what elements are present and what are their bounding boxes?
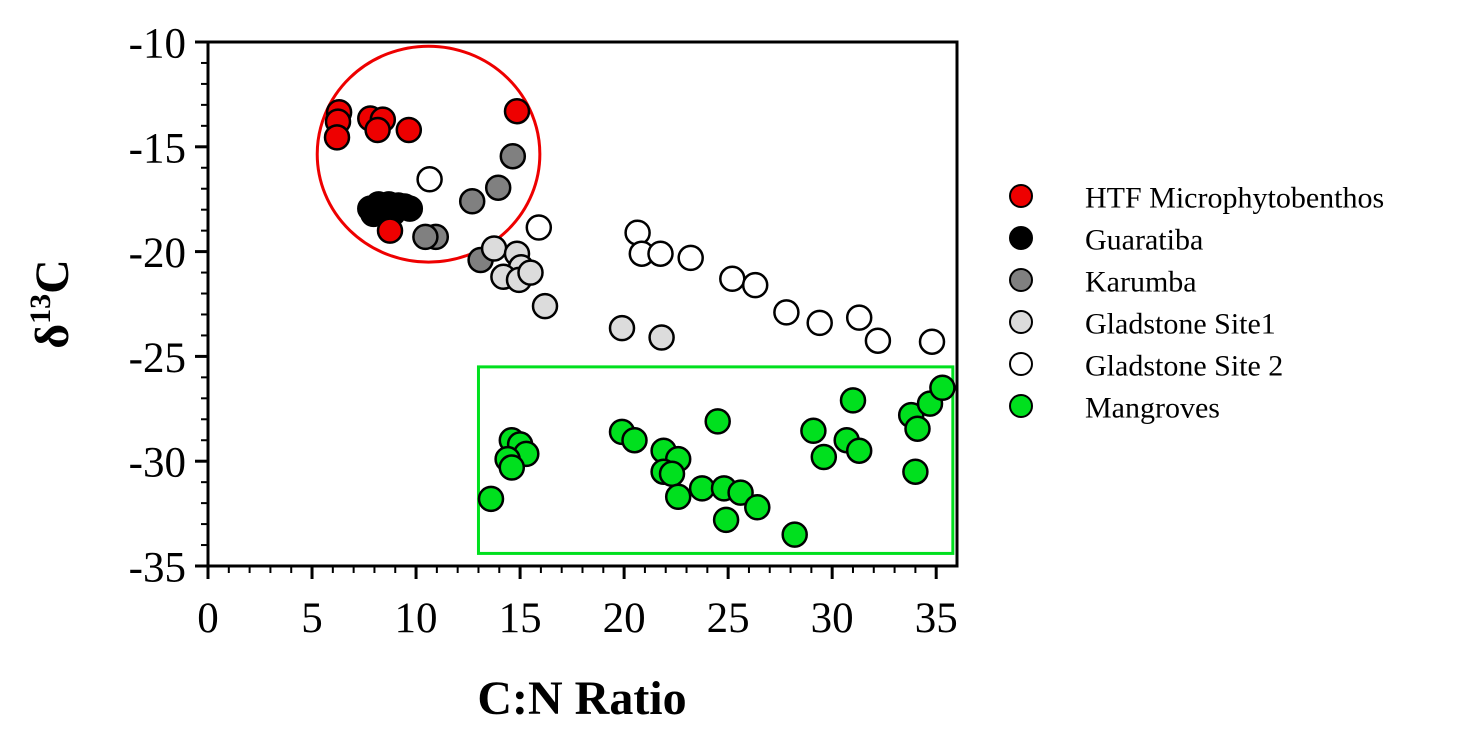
data-point-mangroves: [744, 494, 771, 521]
data-point-gladstone-site-2: [918, 328, 946, 355]
data-point-htf-microphytobenthos: [503, 97, 531, 125]
data-point-gladstone-site1: [531, 292, 559, 320]
x-axis-tick-label: 35: [915, 595, 958, 642]
legend-swatch-gladstone-site1: [1009, 310, 1033, 334]
data-point-karumba: [412, 223, 439, 251]
y-axis-tick-label: -30: [129, 440, 186, 487]
legend-item-htf-microphytobenthos: HTF Microphytobenthos: [1009, 182, 1384, 215]
data-point-karumba: [499, 142, 527, 170]
data-point-mangroves: [712, 506, 740, 534]
data-point-gladstone-site-2: [845, 304, 873, 331]
data-point-karumba: [484, 174, 512, 201]
legend-label-htf-microphytobenthos: HTF Microphytobenthos: [1085, 182, 1384, 215]
data-point-htf-microphytobenthos: [364, 116, 391, 144]
data-point-mangroves: [800, 417, 827, 445]
data-points: [323, 97, 956, 548]
legend-swatch-karumba: [1009, 268, 1033, 292]
y-title-delta: δ: [26, 324, 79, 349]
legend-item-gladstone-site1: Gladstone Site1: [1009, 308, 1276, 341]
data-point-gladstone-site-2: [624, 219, 651, 246]
data-point-mangroves: [727, 479, 754, 506]
plot-frame: [206, 40, 959, 568]
legend-label-karumba: Karumba: [1085, 266, 1197, 299]
x-axis-tick-label: 20: [603, 595, 646, 642]
data-point-gladstone-site1: [648, 324, 675, 351]
x-axis-tick-label: 30: [811, 595, 854, 642]
legend-label-gladstone-site-2: Gladstone Site 2: [1085, 350, 1283, 383]
data-point-gladstone-site1: [608, 314, 636, 342]
data-point-htf-microphytobenthos: [376, 217, 404, 244]
y-axis-title: δ13C: [24, 259, 79, 349]
y-axis-tick-label: -10: [129, 21, 186, 68]
data-point-gladstone-site1: [480, 235, 508, 262]
data-point-karumba: [458, 188, 486, 215]
legend-item-guaratiba: Guaratiba: [1009, 224, 1203, 257]
legend-label-guaratiba: Guaratiba: [1085, 224, 1203, 257]
x-axis-tick-label: 25: [707, 595, 750, 642]
data-point-gladstone-site1: [517, 259, 544, 286]
annotations: [315, 44, 955, 555]
data-point-mangroves: [845, 437, 873, 464]
data-point-mangroves: [810, 443, 838, 471]
data-point-mangroves: [688, 475, 716, 502]
data-point-gladstone-site-2: [864, 327, 892, 354]
data-point-mangroves: [658, 460, 686, 488]
data-point-mangroves: [477, 485, 505, 513]
data-point-gladstone-site-2: [677, 244, 704, 272]
data-point-mangroves: [498, 454, 526, 481]
data-point-gladstone-site-2: [647, 240, 674, 267]
data-point-mangroves: [664, 483, 692, 511]
x-axis-tick-label: 15: [499, 595, 542, 642]
x-axis-tick-label: 10: [395, 595, 438, 642]
legend-swatch-gladstone-site-2: [1009, 352, 1033, 376]
legend-item-karumba: Karumba: [1009, 266, 1197, 299]
y-title-superscript: 13: [24, 294, 57, 324]
data-point-mangroves: [902, 458, 929, 485]
legend: HTF Microphytobenthos Guaratiba Karumba Gla…: [1009, 182, 1384, 425]
legend-swatch-guaratiba: [1009, 226, 1033, 250]
data-point-gladstone-site-2: [719, 265, 746, 293]
legend-swatch-htf-microphytobenthos: [1009, 184, 1033, 208]
x-axis-tick-label: 0: [197, 595, 219, 642]
annotation-microphytobenthos-cluster-circle: [315, 44, 542, 264]
data-point-mangroves: [904, 415, 931, 442]
data-point-mangroves: [621, 426, 648, 454]
legend-swatch-mangroves: [1009, 394, 1033, 418]
y-axis-tick-label: -20: [129, 230, 186, 277]
y-title-element: C: [26, 259, 79, 294]
data-point-gladstone-site-2: [773, 299, 800, 326]
data-point-gladstone-site-2: [741, 271, 769, 299]
legend-item-gladstone-site-2: Gladstone Site 2: [1009, 350, 1283, 383]
data-point-gladstone-site-2: [525, 214, 553, 241]
data-point-mangroves: [781, 521, 808, 548]
data-point-mangroves: [839, 387, 867, 414]
data-point-guaratiba: [396, 195, 424, 222]
annotation-mangroves-cluster-box: [476, 365, 955, 555]
x-axis-title: C:N Ratio: [477, 672, 686, 725]
axis-ticks: 0 5 10 15 20 25 30 35 -10 -15 -20 -25 -30 -35: [129, 21, 958, 643]
legend-label-mangroves: Mangroves: [1085, 392, 1220, 425]
data-point-mangroves: [929, 374, 956, 402]
y-axis-tick-label: -35: [129, 545, 186, 592]
legend-item-mangroves: Mangroves: [1009, 392, 1220, 425]
data-point-gladstone-site-2: [416, 166, 443, 193]
data-point-htf-microphytobenthos: [323, 124, 351, 151]
data-point-gladstone-site-2: [806, 309, 833, 337]
y-axis-tick-label: -15: [129, 125, 186, 172]
y-axis-tick-label: -25: [129, 335, 186, 382]
data-point-mangroves: [704, 408, 731, 435]
legend-label-gladstone-site1: Gladstone Site1: [1085, 308, 1276, 341]
data-point-htf-microphytobenthos: [395, 116, 423, 144]
x-axis-tick-label: 5: [301, 595, 323, 642]
